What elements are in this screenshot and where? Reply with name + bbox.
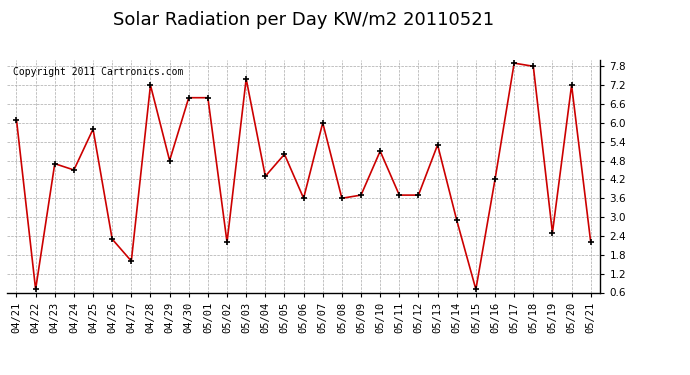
Text: Solar Radiation per Day KW/m2 20110521: Solar Radiation per Day KW/m2 20110521 xyxy=(113,11,494,29)
Text: Copyright 2011 Cartronics.com: Copyright 2011 Cartronics.com xyxy=(13,67,184,77)
